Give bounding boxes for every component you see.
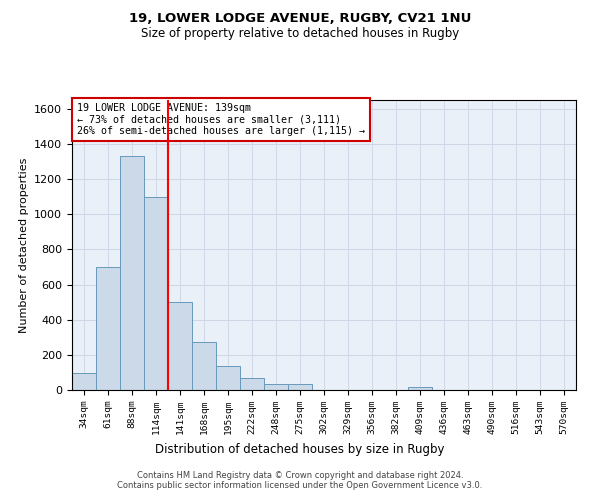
- Y-axis label: Number of detached properties: Number of detached properties: [19, 158, 29, 332]
- Bar: [144, 196, 168, 390]
- Text: Contains HM Land Registry data © Crown copyright and database right 2024.
Contai: Contains HM Land Registry data © Crown c…: [118, 470, 482, 490]
- Text: 19 LOWER LODGE AVENUE: 139sqm
← 73% of detached houses are smaller (3,111)
26% o: 19 LOWER LODGE AVENUE: 139sqm ← 73% of d…: [77, 103, 365, 136]
- Bar: [264, 384, 288, 390]
- Bar: [120, 156, 144, 390]
- Bar: [288, 384, 312, 390]
- Bar: [72, 374, 96, 390]
- Bar: [408, 388, 432, 390]
- Text: 19, LOWER LODGE AVENUE, RUGBY, CV21 1NU: 19, LOWER LODGE AVENUE, RUGBY, CV21 1NU: [129, 12, 471, 26]
- Bar: [96, 267, 120, 390]
- Bar: [240, 378, 264, 390]
- Bar: [216, 366, 240, 390]
- Bar: [168, 302, 192, 390]
- Bar: [192, 342, 216, 390]
- Text: Size of property relative to detached houses in Rugby: Size of property relative to detached ho…: [141, 28, 459, 40]
- Text: Distribution of detached houses by size in Rugby: Distribution of detached houses by size …: [155, 442, 445, 456]
